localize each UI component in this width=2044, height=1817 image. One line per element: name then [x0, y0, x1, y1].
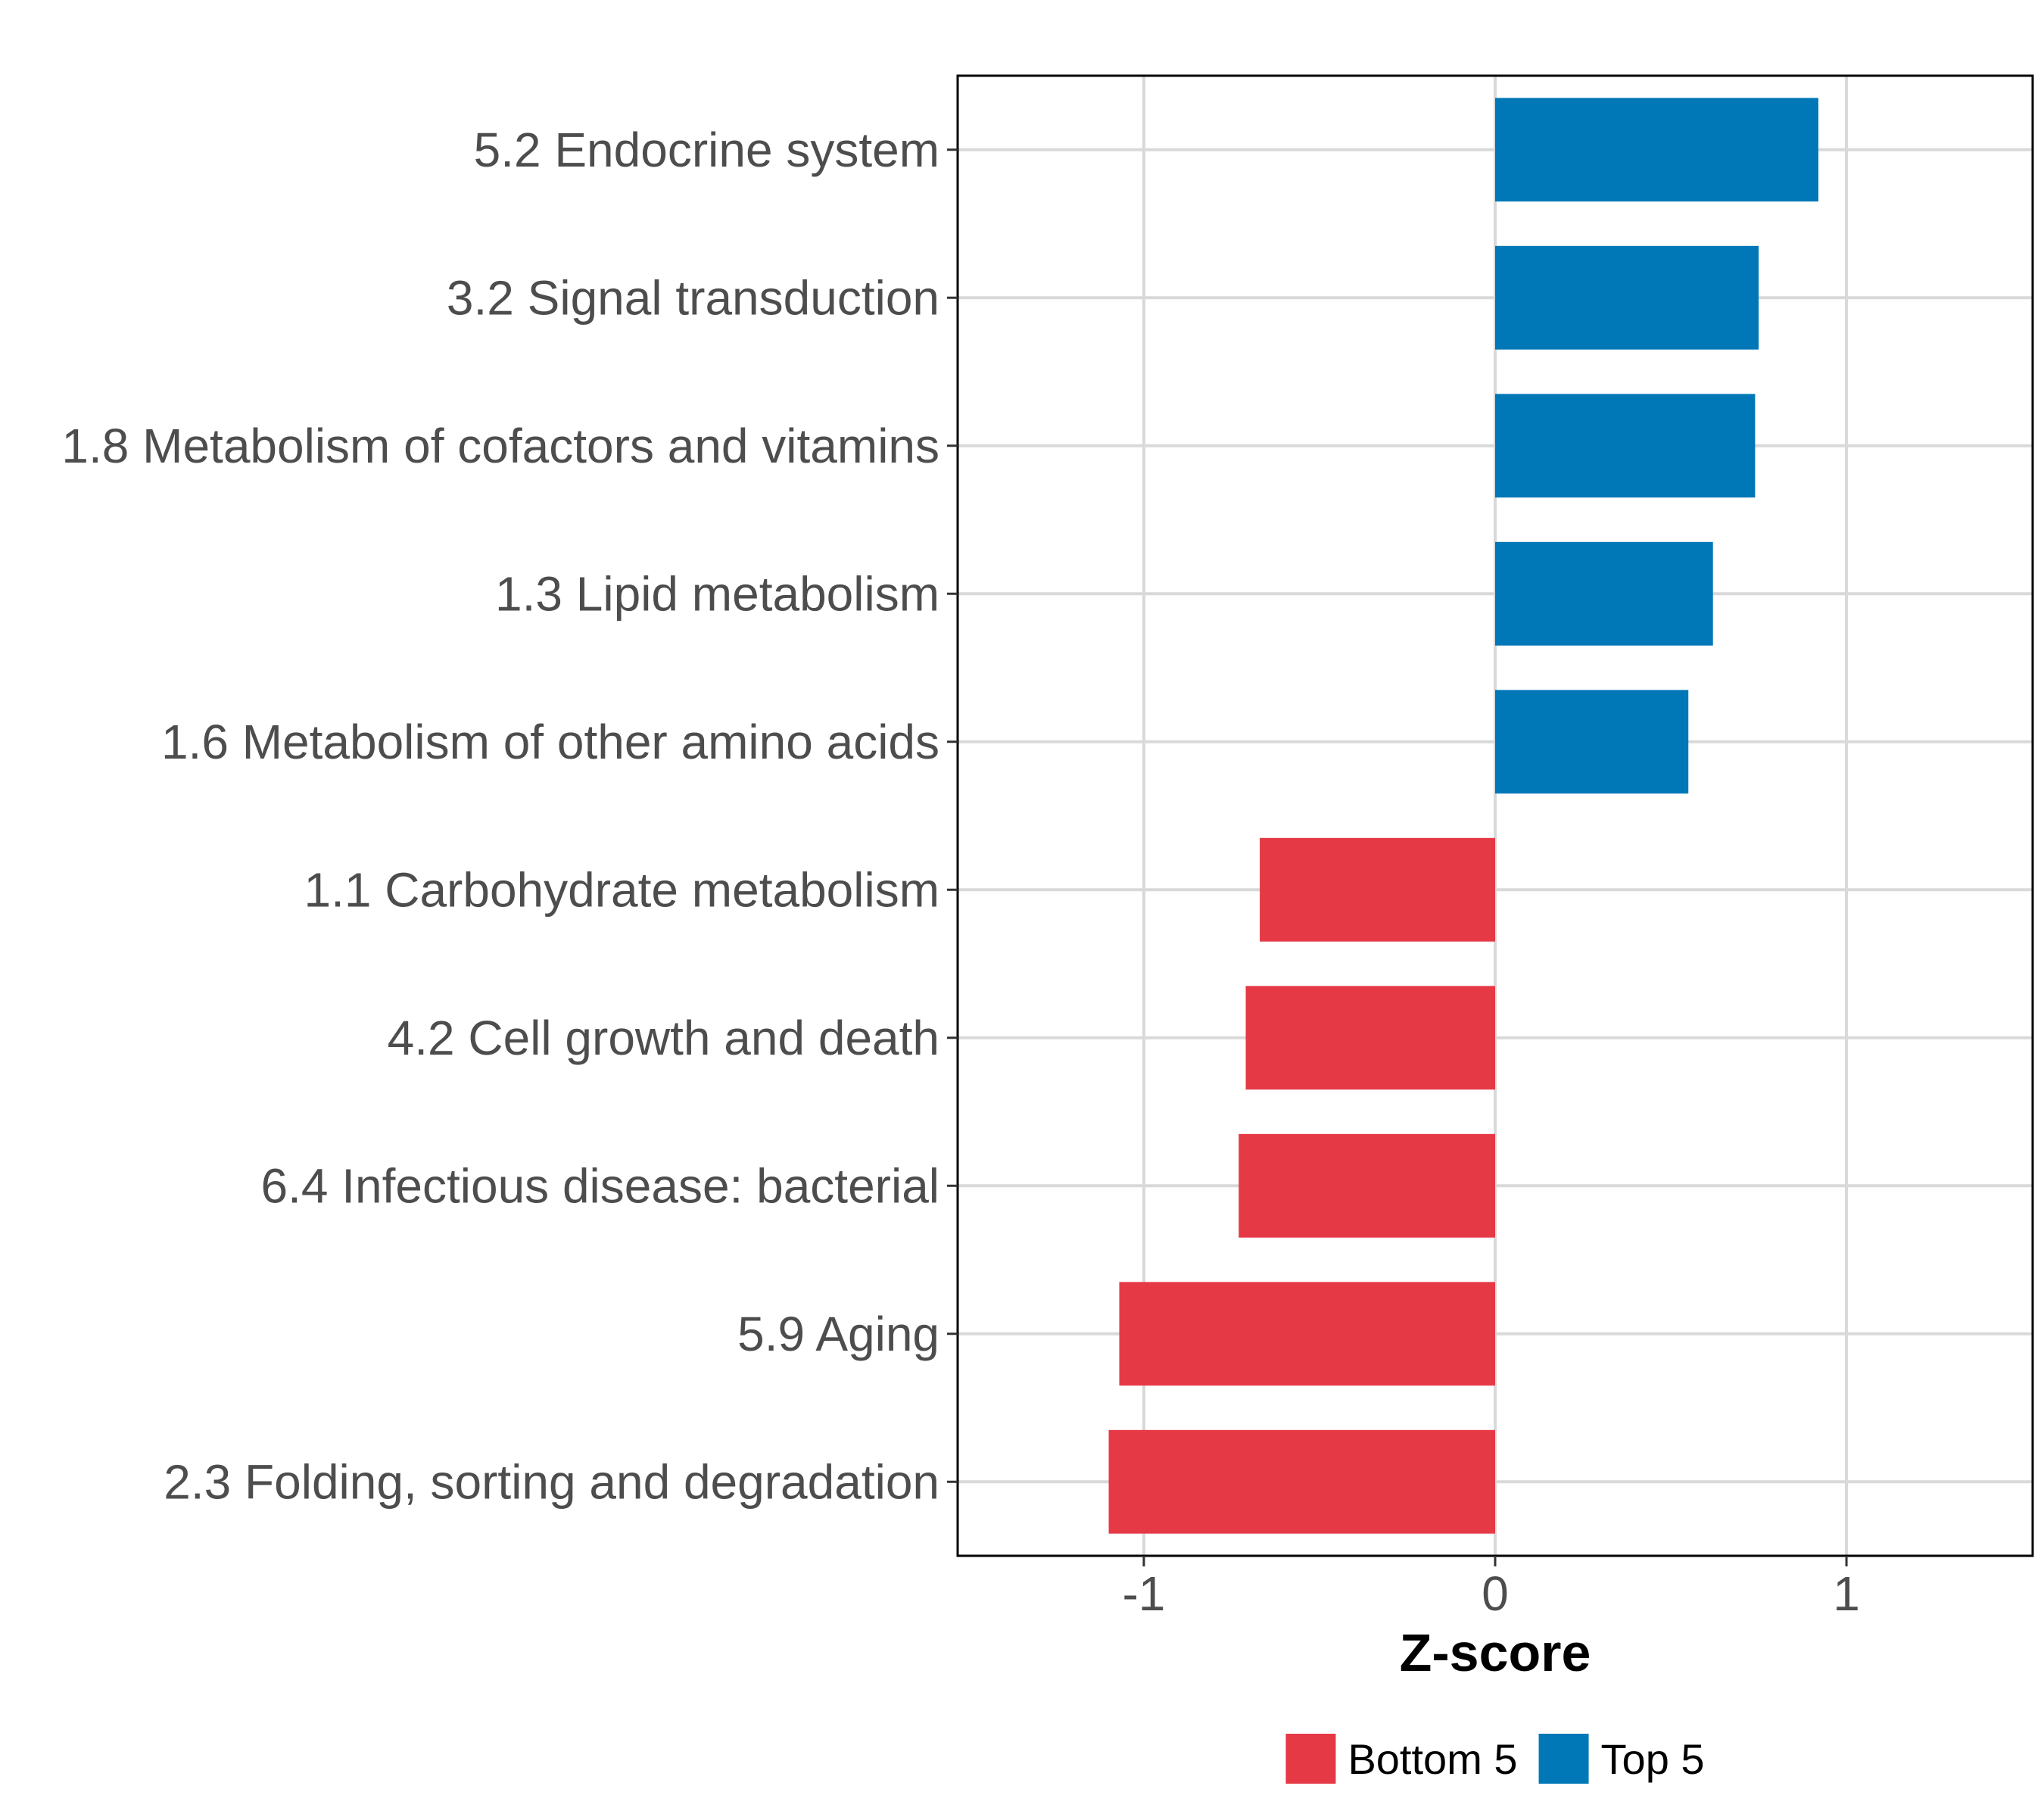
- bars: [1108, 98, 1818, 1534]
- bar-2: [1495, 245, 1759, 350]
- bar-7: [1245, 986, 1495, 1090]
- legend-label: Bottom 5: [1348, 1735, 1517, 1783]
- y-axis: 5.2 Endocrine system 3.2 Signal transduct…: [61, 123, 958, 1509]
- y-tick-label: 2.3 Folding, sorting and degradation: [164, 1454, 939, 1509]
- x-tick-label: -1: [1122, 1566, 1165, 1621]
- y-tick-label: 1.3 Lipid metabolism: [495, 566, 939, 621]
- bar-6: [1260, 837, 1495, 942]
- y-tick-label: 6.4 Infectious disease: bacterial: [260, 1158, 939, 1213]
- x-tick-label: 1: [1833, 1566, 1860, 1621]
- legend-swatch: [1285, 1734, 1336, 1784]
- bar-1: [1495, 98, 1818, 202]
- y-tick-label: 1.1 Carbohydrate metabolism: [304, 862, 939, 917]
- legend-label: Top 5: [1601, 1735, 1705, 1783]
- x-axis: -1 0 1: [1122, 1556, 1860, 1621]
- y-tick-label: 1.6 Metabolism of other amino acids: [161, 715, 939, 769]
- bar-9: [1119, 1282, 1495, 1386]
- y-tick-label: 1.8 Metabolism of cofactors and vitamins: [61, 419, 939, 473]
- y-tick-label: 4.2 Cell growth and death: [388, 1011, 939, 1065]
- bar-4: [1495, 541, 1713, 646]
- legend: Bottom 5 Top 5: [1285, 1734, 1705, 1784]
- y-tick-label: 5.9 Aging: [737, 1307, 939, 1361]
- bar-3: [1495, 394, 1756, 498]
- bar-5: [1495, 690, 1689, 794]
- y-tick-label: 5.2 Endocrine system: [474, 123, 939, 177]
- y-tick-label: 3.2 Signal transduction: [447, 270, 939, 325]
- bar-8: [1239, 1133, 1495, 1238]
- x-axis-title: Z-score: [1400, 1623, 1591, 1682]
- x-tick-label: 0: [1482, 1566, 1509, 1621]
- bar-10: [1108, 1429, 1495, 1534]
- legend-swatch: [1538, 1734, 1589, 1784]
